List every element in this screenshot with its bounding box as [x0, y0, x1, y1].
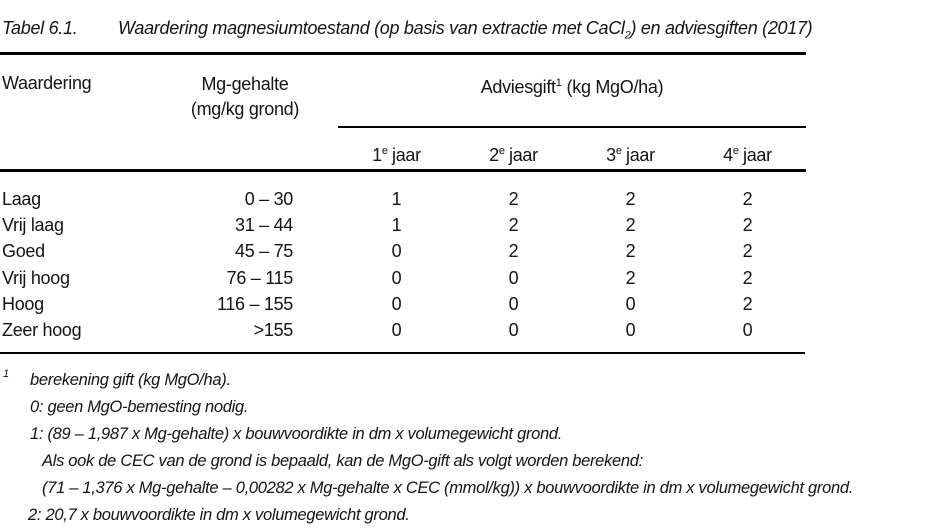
- year-number: 1: [372, 145, 382, 165]
- year-ordinal-sup: e: [615, 145, 622, 157]
- year-ordinal-sup: e: [381, 145, 388, 157]
- table-caption: Tabel 6.1. Waardering magnesiumtoestand …: [2, 16, 813, 48]
- year-word: jaar: [392, 145, 421, 165]
- jaar2-value-cell: 2: [508, 214, 519, 235]
- table-row: Vrij hoog 76 – 115 0 0 2 2: [0, 265, 806, 291]
- jaar3-value-cell: 0: [625, 293, 636, 314]
- column-header-jaar-3: 3e jaar: [572, 140, 689, 166]
- jaar3-value-cell: 2: [625, 241, 636, 262]
- jaar3-value-cell: 0: [625, 320, 636, 341]
- waardering-cell: Vrij laag: [2, 214, 64, 235]
- jaar4-value-cell: 2: [742, 267, 753, 288]
- mg-gehalte-line2: (mg/kg grond): [190, 99, 300, 119]
- jaar2-value-cell: 2: [508, 241, 519, 262]
- year-number: 2: [489, 145, 499, 165]
- mg-range-cell: 0 – 30: [244, 188, 294, 209]
- jaar3-value-cell: 2: [625, 214, 636, 235]
- jaar1-value-cell: 0: [391, 267, 402, 288]
- jaar4-value-cell: 0: [742, 320, 753, 341]
- year-ordinal-sup: e: [732, 145, 739, 157]
- waardering-cell: Zeer hoog: [2, 320, 82, 341]
- footnote-line: 0: geen MgO-bemesting nodig.: [30, 398, 249, 416]
- waardering-cell: Hoog: [2, 293, 44, 314]
- footnote-line: (71 – 1,376 x Mg-gehalte – 0,00282 x Mg-…: [42, 479, 854, 497]
- mg-range-cell: 116 – 155: [216, 293, 293, 314]
- jaar4-value-cell: 2: [742, 188, 753, 209]
- table-row: Zeer hoog >155 0 0 0 0: [0, 317, 806, 343]
- footnote-line: Als ook de CEC van de grond is bepaald, …: [42, 452, 643, 470]
- table-body: Laag 0 – 30 1 2 2 2 Vrij laag 31 – 44 1 …: [0, 186, 806, 344]
- jaar1-value-cell: 0: [391, 241, 402, 262]
- column-header-jaar-1: 1e jaar: [338, 140, 455, 166]
- jaar3-value-cell: 2: [625, 188, 636, 209]
- year-ordinal-sup: e: [498, 145, 505, 157]
- mg-range-cell: 31 – 44: [235, 214, 293, 235]
- jaar1-value-cell: 0: [391, 320, 402, 341]
- table-row: Goed 45 – 75 0 2 2 2: [0, 239, 806, 265]
- jaar2-value-cell: 2: [508, 188, 519, 209]
- cacl2-subscript: 2: [624, 29, 631, 42]
- mg-range-cell: >155: [253, 320, 294, 341]
- table-bottom-rule: [0, 352, 805, 354]
- column-header-jaar-2: 2e jaar: [455, 140, 572, 166]
- waardering-cell: Laag: [2, 188, 41, 209]
- jaar1-value-cell: 0: [391, 293, 402, 314]
- table-row: Hoog 116 – 155 0 0 0 2: [0, 291, 806, 317]
- year-header-row: 1e jaar 2e jaar 3e jaar 4e jaar: [338, 140, 806, 166]
- mg-range-cell: 45 – 75: [235, 241, 293, 262]
- table-row: Laag 0 – 30 1 2 2 2: [0, 186, 806, 212]
- jaar2-value-cell: 0: [508, 293, 519, 314]
- jaar3-value-cell: 2: [625, 267, 636, 288]
- footnote-line: 1: (89 – 1,987 x Mg-gehalte) x bouwvoord…: [30, 425, 563, 443]
- adviesgift-footnote-ref: 1: [555, 77, 562, 89]
- column-header-mg-gehalte: Mg-gehalte (mg/kg grond): [180, 72, 310, 122]
- footnotes-section: 1 berekening gift (kg MgO/ha). 0: geen M…: [0, 367, 938, 529]
- footnote-line: 2: 20,7 x bouwvoordikte in dm x volumege…: [28, 506, 410, 524]
- footnote-line: berekening gift (kg MgO/ha).: [30, 371, 231, 389]
- jaar4-value-cell: 2: [742, 293, 753, 314]
- column-header-jaar-4: 4e jaar: [689, 140, 806, 166]
- table-caption-text: Waardering magnesiumtoestand (op basis v…: [118, 16, 813, 48]
- adviesgift-group-rule: [338, 126, 806, 128]
- mg-range-cell: 76 – 115: [226, 267, 294, 288]
- table-caption-number: Tabel 6.1.: [2, 18, 78, 38]
- footnote-marker: 1: [3, 368, 9, 380]
- waardering-cell: Goed: [2, 241, 45, 262]
- waardering-cell: Vrij hoog: [2, 267, 70, 288]
- year-number: 3: [606, 145, 616, 165]
- adviesgift-unit: (kg MgO/ha): [561, 77, 664, 97]
- table-row: Vrij laag 31 – 44 1 2 2 2: [0, 212, 806, 238]
- table-top-rule: [0, 52, 806, 55]
- jaar1-value-cell: 1: [391, 214, 402, 235]
- jaar1-value-cell: 1: [391, 188, 402, 209]
- caption-text-pre: Waardering magnesiumtoestand (op basis v…: [118, 18, 625, 38]
- mg-gehalte-line1: Mg-gehalte: [201, 74, 289, 94]
- column-header-waardering: Waardering: [2, 73, 92, 93]
- adviesgift-label: Adviesgift: [480, 77, 556, 97]
- column-header-adviesgift: Adviesgift1 (kg MgO/ha): [338, 72, 806, 98]
- jaar2-value-cell: 0: [508, 267, 519, 288]
- year-word: jaar: [743, 145, 772, 165]
- year-number: 4: [723, 145, 733, 165]
- year-word: jaar: [509, 145, 538, 165]
- header-bottom-rule: [0, 169, 806, 172]
- jaar4-value-cell: 2: [742, 214, 753, 235]
- year-word: jaar: [626, 145, 655, 165]
- jaar4-value-cell: 2: [742, 241, 753, 262]
- jaar2-value-cell: 0: [508, 320, 519, 341]
- caption-text-post: ) en adviesgiften (2017): [630, 18, 813, 38]
